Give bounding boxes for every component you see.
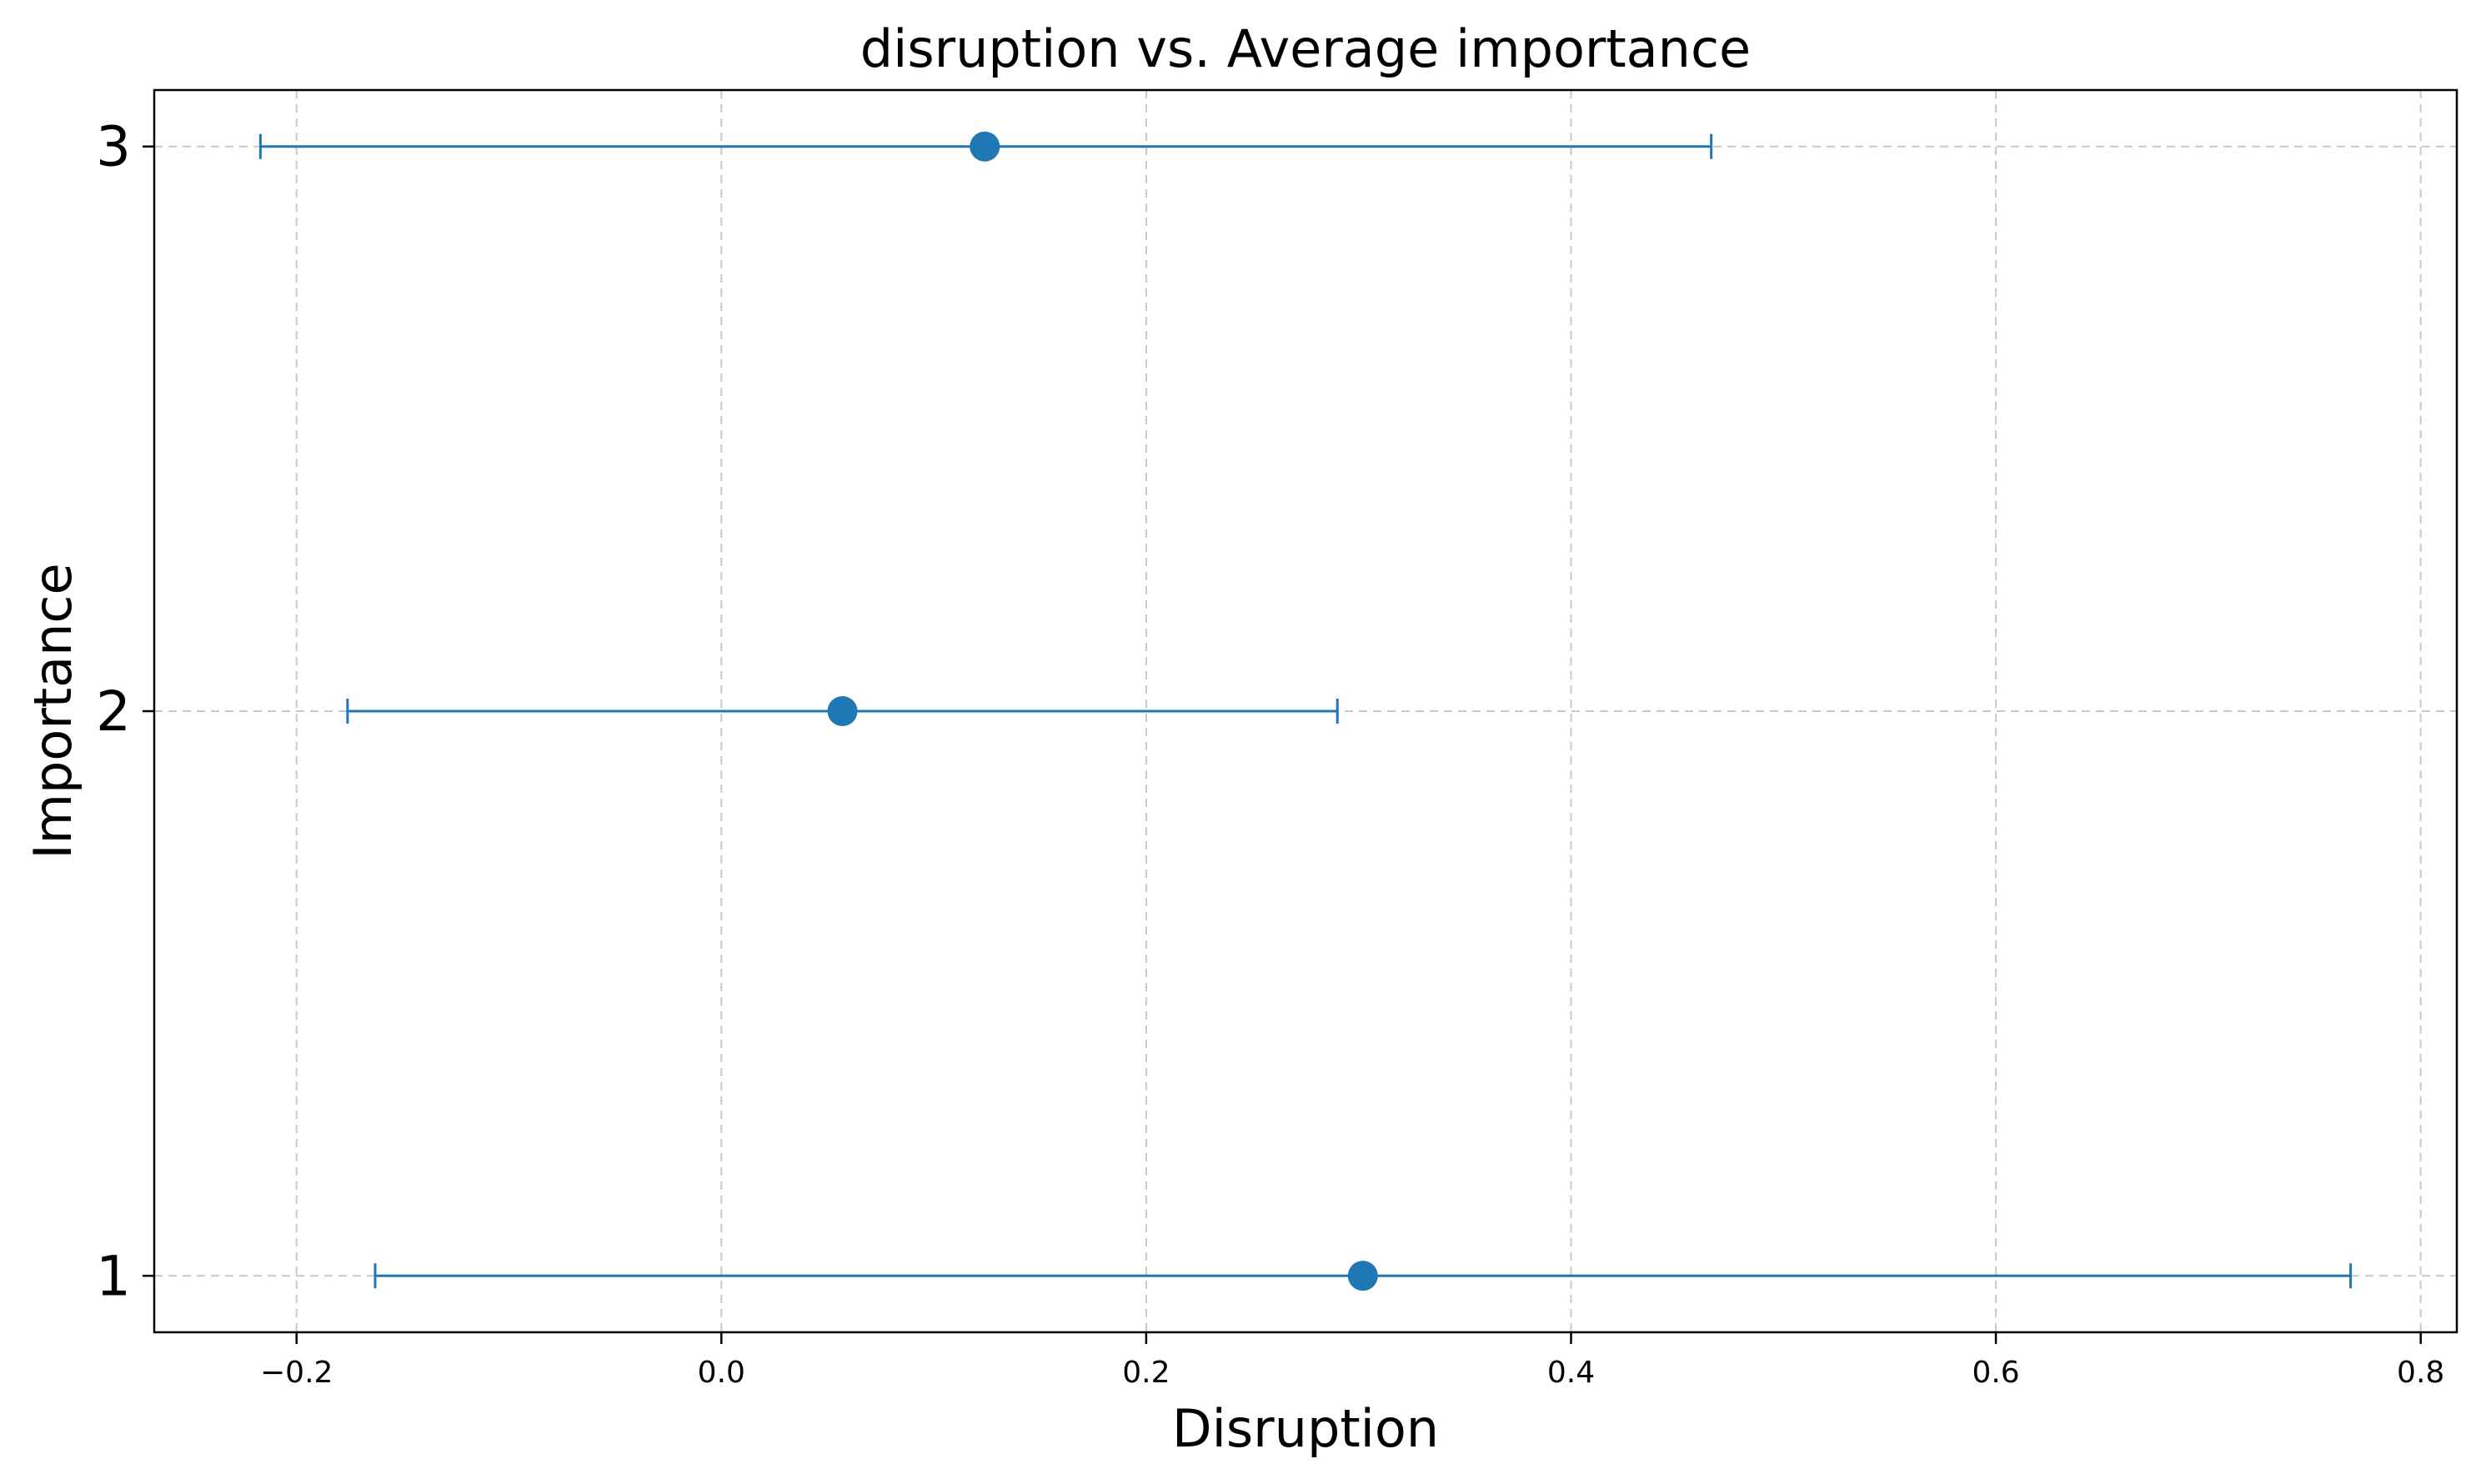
chart-title: disruption vs. Average importance [860, 18, 1751, 79]
data-points [827, 131, 1378, 1291]
x-axis-ticks: −0.2 0.0 0.2 0.4 0.6 0.8 [260, 1332, 2444, 1390]
x-axis-label: Disruption [1172, 1398, 1439, 1459]
x-tick-label: 0.4 [1547, 1356, 1595, 1390]
data-point [1347, 1261, 1378, 1291]
y-tick-label: 2 [96, 679, 131, 744]
y-axis-ticks: 1 2 3 [96, 115, 154, 1308]
x-tick-label: 0.2 [1122, 1356, 1170, 1390]
x-tick-label: 0.0 [698, 1356, 745, 1390]
y-tick-label: 3 [96, 115, 131, 179]
x-tick-label: 0.6 [1972, 1356, 2019, 1390]
y-tick-label: 1 [96, 1244, 131, 1308]
data-point [827, 696, 858, 726]
data-point [970, 131, 1000, 162]
x-tick-label: 0.8 [2397, 1356, 2444, 1390]
y-axis-label: Importance [23, 563, 83, 859]
x-tick-label: −0.2 [260, 1356, 333, 1390]
